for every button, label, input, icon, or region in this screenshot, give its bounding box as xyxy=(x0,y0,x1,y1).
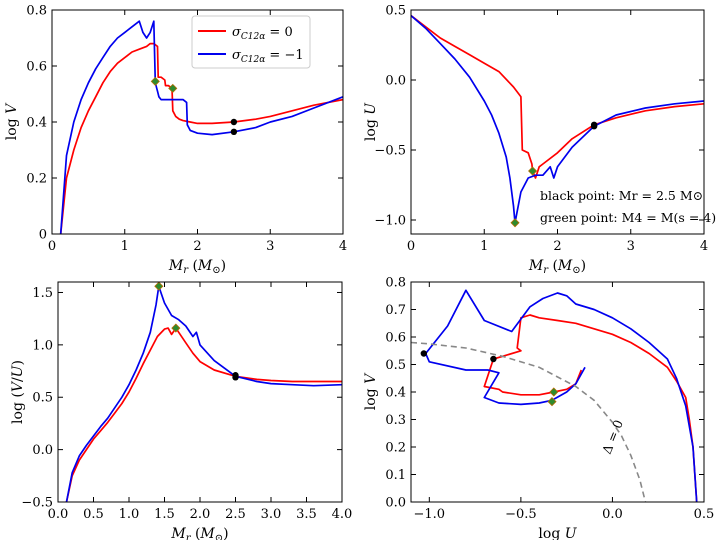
series-blue-line xyxy=(59,20,343,234)
y-axis-label: log V xyxy=(4,102,20,140)
green-point-marker xyxy=(549,387,559,397)
panel-p2: 0 1 2 3 4 −1.0 −0.5 0.0 0.5 Mr (M⊙) log U xyxy=(363,4,708,277)
green-point-marker xyxy=(150,76,160,86)
black-point-marker xyxy=(230,128,238,135)
y-tick-label: 0.4 xyxy=(385,386,406,401)
black-point-marker xyxy=(230,118,238,126)
annotation-green-point: green point: M4 = M(s = 4) xyxy=(540,210,716,225)
y-tick-label: 0.8 xyxy=(385,276,406,291)
x-tick-label: −0.5 xyxy=(505,507,537,522)
y-tick-label: 0.3 xyxy=(385,413,406,428)
panel-p1: 0 1 2 3 4 0 0.2 0.4 0.6 0.8 Mr (M⊙) log V xyxy=(4,4,347,277)
x-axis-label: Mr (M⊙) xyxy=(528,258,586,276)
series-red-line xyxy=(411,14,704,179)
legend-blue-label: σC12α = −1 xyxy=(232,48,304,65)
black-point-marker xyxy=(490,355,497,363)
green-point-marker xyxy=(171,323,181,333)
y-tick-label: 0.4 xyxy=(26,116,47,131)
plot-frame xyxy=(57,281,343,503)
x-axis-label: Mr (M⊙) xyxy=(170,526,228,540)
y-tick-label: 0.8 xyxy=(26,4,47,19)
panel-p4: −1.0 −0.5 0.0 0.5 0.0 0.1 0.2 0.3 0.4 0.5 0.6 0.7 0.… xyxy=(363,276,714,540)
x-tick-label: 3.0 xyxy=(261,507,282,522)
series-red-line xyxy=(59,42,343,234)
x-tick-label: 0.0 xyxy=(602,507,623,522)
x-tick-label: 0.5 xyxy=(694,507,715,522)
x-tick-label: 2.0 xyxy=(190,507,211,522)
y-tick-label: 0.0 xyxy=(385,496,406,511)
x-tick-label: 0.0 xyxy=(48,507,69,522)
y-tick-label: 0.5 xyxy=(385,358,406,373)
y-tick-label: 0.0 xyxy=(385,74,406,89)
green-point-marker xyxy=(154,281,164,291)
annotation-black-point: black point: Mr = 2.5 M⊙ xyxy=(540,188,703,203)
y-tick-label: 0.0 xyxy=(32,443,53,458)
series-blue-line xyxy=(424,289,698,502)
x-tick-label: 1.0 xyxy=(119,507,140,522)
x-axis-label: Mr (M⊙) xyxy=(168,258,226,276)
x-tick-label: 1 xyxy=(121,239,129,254)
y-tick-label: 0 xyxy=(39,228,47,243)
series-red-line xyxy=(65,327,342,502)
legend: σC12α = 0 σC12α = −1 xyxy=(191,15,311,69)
y-axis-label: log V xyxy=(363,372,379,410)
y-tick-label: −0.5 xyxy=(21,496,53,511)
series-blue-line xyxy=(65,285,342,502)
x-tick-label: 2 xyxy=(553,239,561,254)
y-tick-label: 0.5 xyxy=(385,4,406,19)
panel-p3: 0.0 0.5 1.0 1.5 2.0 2.5 3.0 3.5 4.0−0.50.00.51.0… xyxy=(10,281,353,540)
green-point-marker xyxy=(510,218,520,228)
series-delta-zero-line xyxy=(411,341,647,502)
x-tick-label: 3 xyxy=(627,239,635,254)
green-point-marker xyxy=(547,397,557,407)
y-tick-label: 0.1 xyxy=(385,468,406,483)
x-tick-label: 1 xyxy=(480,239,488,254)
x-tick-label: 1.5 xyxy=(154,507,175,522)
x-tick-label: 4 xyxy=(700,239,708,254)
y-tick-label: −1.0 xyxy=(374,214,406,229)
y-tick-label: 0.2 xyxy=(385,441,406,456)
x-tick-label: 0 xyxy=(48,239,56,254)
y-tick-label: 1.5 xyxy=(32,286,53,301)
y-tick-label: 0.2 xyxy=(26,172,47,187)
y-tick-label: −0.5 xyxy=(374,144,406,159)
x-tick-label: 4.0 xyxy=(332,507,353,522)
y-tick-label: 0.6 xyxy=(26,60,47,75)
x-tick-label: 0.5 xyxy=(83,507,104,522)
black-point-marker xyxy=(420,350,428,357)
legend-red-label: σC12α = 0 xyxy=(232,25,293,42)
y-axis-label: log U xyxy=(363,102,379,141)
y-tick-label: 0.5 xyxy=(32,391,53,406)
series-red-line xyxy=(483,314,698,502)
green-point-marker xyxy=(168,83,178,93)
x-axis-label: log U xyxy=(538,526,577,540)
x-tick-label: 4 xyxy=(339,239,347,254)
y-tick-label: 0.6 xyxy=(385,331,406,346)
x-tick-label: −1.0 xyxy=(414,507,446,522)
black-point-marker xyxy=(590,123,598,130)
x-tick-label: 3 xyxy=(266,239,274,254)
x-tick-label: 2.5 xyxy=(225,507,246,522)
y-tick-label: 1.0 xyxy=(32,338,53,353)
x-tick-label: 3.5 xyxy=(296,507,317,522)
green-point-marker xyxy=(528,166,538,176)
y-axis-label: log (V/U) xyxy=(10,360,26,424)
black-point-marker xyxy=(232,374,239,381)
x-tick-label: 2 xyxy=(193,239,201,254)
y-tick-label: 0.7 xyxy=(385,303,406,318)
x-tick-label: 0 xyxy=(407,239,415,254)
